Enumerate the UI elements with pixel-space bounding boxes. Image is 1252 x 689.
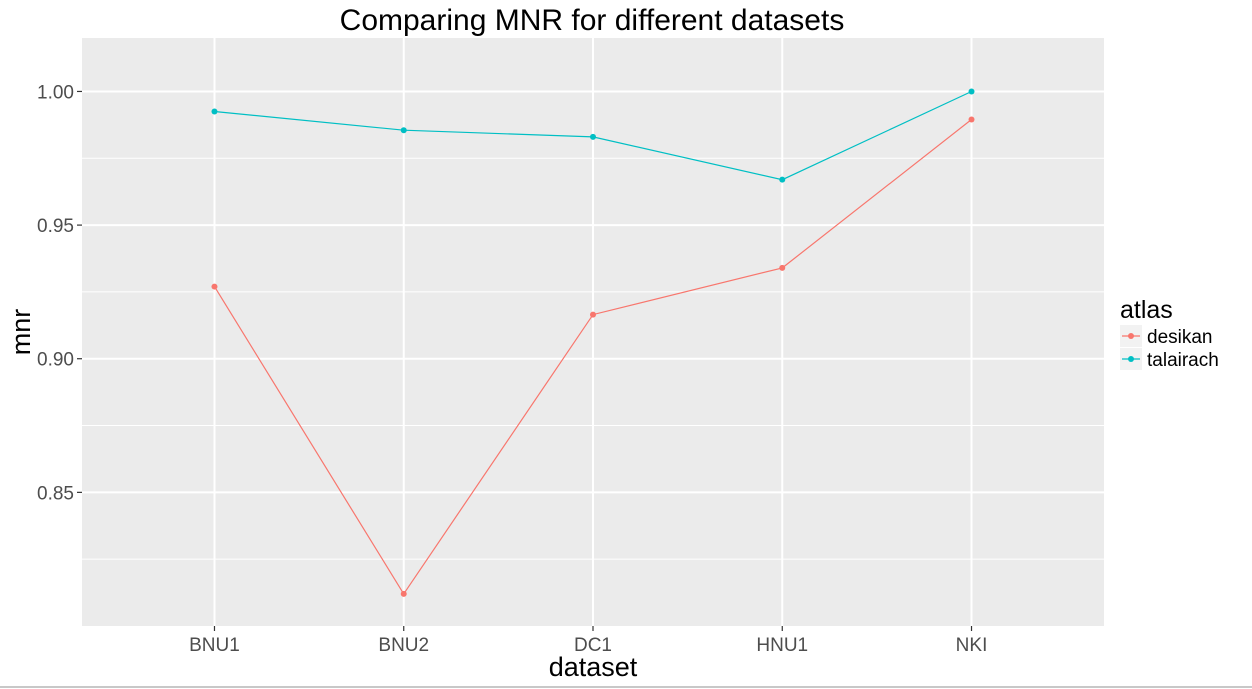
legend-key-point [1128, 356, 1134, 362]
x-axis-title: dataset [549, 652, 638, 682]
data-point-talairach [968, 88, 975, 95]
legend-label-talairach: talairach [1147, 350, 1219, 371]
y-tick-label: 1.00 [37, 82, 74, 103]
series-points [211, 88, 975, 597]
data-point-desikan [400, 590, 407, 597]
data-point-desikan [590, 311, 596, 318]
data-point-talairach [211, 108, 218, 115]
x-tick-label: BNU1 [189, 635, 240, 656]
data-point-desikan [968, 116, 975, 123]
x-axis: BNU1 BNU2 DC1 HNU1 NKI [189, 626, 987, 656]
y-tick-label: 0.85 [37, 483, 74, 504]
legend-key-point [1128, 333, 1134, 339]
legend-title: atlas [1120, 296, 1173, 324]
data-point-desikan [211, 283, 218, 290]
grid-major [82, 38, 1104, 626]
x-tick-label: BNU2 [378, 635, 429, 656]
y-axis-title: mnr [6, 309, 36, 356]
data-point-desikan [779, 264, 786, 271]
bottom-divider [0, 686, 1252, 688]
x-tick-label: NKI [956, 635, 988, 656]
x-tick-label: HNU1 [756, 635, 808, 656]
data-point-talairach [400, 127, 407, 134]
x-tick-label: DC1 [574, 635, 612, 656]
legend-label-desikan: desikan [1147, 327, 1213, 348]
y-tick-label: 0.95 [37, 216, 74, 237]
data-point-talairach [590, 133, 596, 140]
y-tick-label: 0.90 [37, 350, 74, 371]
data-point-talairach [779, 176, 786, 183]
y-axis: 0.85 0.90 0.95 1.00 [37, 82, 82, 504]
chart-title: Comparing MNR for different datasets [340, 4, 845, 37]
